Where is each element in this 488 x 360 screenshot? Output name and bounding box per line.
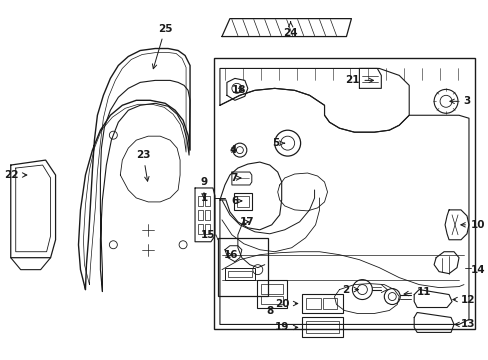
- Text: 9: 9: [200, 177, 207, 198]
- Bar: [227, 271, 251, 276]
- Text: 10: 10: [460, 220, 485, 230]
- Text: 20: 20: [275, 298, 297, 309]
- Text: 25: 25: [152, 24, 172, 69]
- Text: 4: 4: [229, 145, 237, 155]
- Text: 1: 1: [201, 193, 207, 203]
- Text: 3: 3: [449, 96, 469, 106]
- Bar: [204, 210, 209, 220]
- Text: 18: 18: [231, 85, 246, 95]
- Bar: [260, 296, 282, 303]
- Text: 23: 23: [136, 150, 150, 181]
- Bar: [256, 280, 286, 307]
- Bar: [224, 268, 254, 280]
- Bar: [322, 298, 337, 310]
- Text: 5: 5: [271, 138, 284, 148]
- Bar: [260, 284, 282, 293]
- Bar: [198, 224, 203, 234]
- Text: 17: 17: [240, 217, 254, 227]
- Text: 11: 11: [403, 287, 431, 297]
- Bar: [218, 238, 267, 296]
- Bar: [198, 196, 203, 206]
- Bar: [233, 193, 251, 210]
- Bar: [301, 318, 343, 337]
- Bar: [214, 58, 474, 329]
- Text: 22: 22: [4, 170, 27, 180]
- Text: 21: 21: [344, 75, 373, 85]
- Text: 2: 2: [342, 284, 358, 294]
- Text: 19: 19: [275, 323, 297, 332]
- Text: 14: 14: [470, 265, 485, 275]
- Text: 7: 7: [229, 173, 240, 183]
- Text: 13: 13: [454, 319, 474, 329]
- Bar: [204, 224, 209, 234]
- Text: 12: 12: [452, 294, 474, 305]
- Bar: [236, 196, 248, 207]
- Text: 24: 24: [283, 22, 297, 37]
- Text: 15: 15: [200, 230, 215, 240]
- Bar: [305, 321, 339, 333]
- Text: 8: 8: [265, 306, 273, 316]
- Text: 6: 6: [230, 196, 241, 206]
- Bar: [198, 210, 203, 220]
- Bar: [204, 196, 209, 206]
- Bar: [305, 298, 320, 310]
- Bar: [301, 293, 343, 314]
- Text: 16: 16: [224, 250, 238, 260]
